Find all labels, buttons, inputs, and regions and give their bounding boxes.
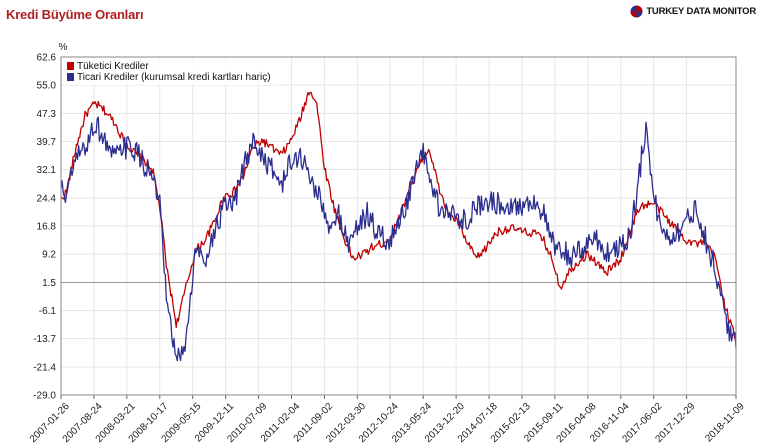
y-tick-label: 24.4 [37, 193, 57, 204]
y-tick-label: 39.7 [37, 137, 57, 148]
y-tick-label: -21.4 [33, 362, 56, 373]
legend-background [64, 59, 276, 85]
brand-name: TURKEY DATA MONITOR [646, 6, 756, 17]
legend: Tüketici Krediler Ticari Krediler (kurum… [64, 59, 276, 85]
legend-label-consumer: Tüketici Krediler [77, 61, 149, 72]
y-tick-label: -6.1 [39, 306, 57, 317]
grid [60, 56, 737, 396]
y-tick-label: -13.7 [33, 334, 56, 345]
y-tick-label: 47.3 [37, 109, 57, 120]
y-tick-label: 62.6 [37, 53, 57, 64]
plot-frame [60, 56, 737, 396]
y-tick-label: 55.0 [37, 81, 57, 92]
y-tick-label: 32.1 [37, 165, 57, 176]
y-tick-label: 9.2 [42, 250, 56, 261]
y-tick-label: -29.0 [33, 391, 56, 402]
legend-swatch-commercial [67, 73, 74, 81]
x-tick-label: 2018-11-09 [703, 401, 747, 445]
y-axis: 62.6 55.0 47.3 39.7 32.1 24.4 16.8 9.2 1.5 -6.1 -1… [33, 53, 56, 402]
x-axis: 2007-01-262007-08-242008-03-212008-10-17… [28, 395, 747, 445]
series-line-commercial [60, 116, 737, 362]
y-axis-unit: % [59, 42, 68, 53]
globe-icon [630, 5, 643, 18]
series-group [60, 91, 737, 362]
legend-swatch-consumer [67, 62, 74, 70]
y-tick-label: 1.5 [42, 278, 56, 289]
brand-logo: TURKEY DATA MONITOR [630, 5, 756, 18]
legend-label-commercial: Ticari Krediler (kurumsal kredi kartları… [77, 72, 271, 83]
y-tick-label: 16.8 [37, 222, 57, 233]
series-line-consumer [60, 91, 737, 340]
page-title: Kredi Büyüme Oranları [6, 7, 144, 22]
